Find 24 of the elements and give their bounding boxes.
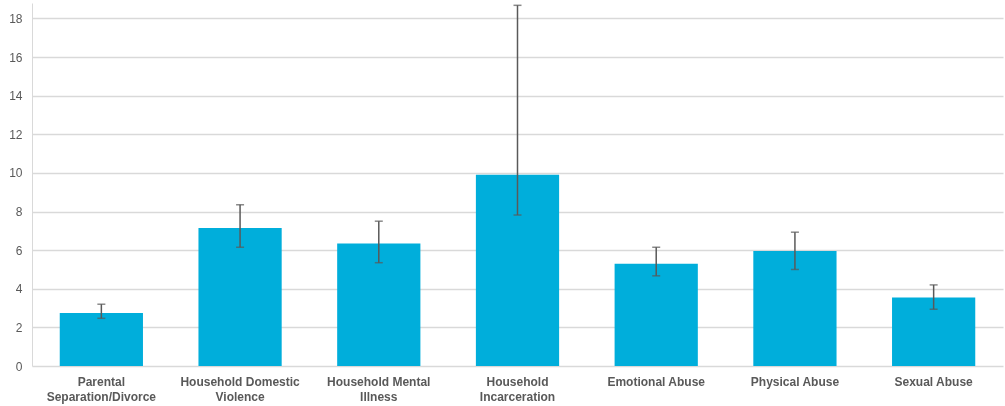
y-tick-label: 16 <box>9 50 23 65</box>
bar <box>198 227 282 366</box>
x-tick-label: Physical Abuse <box>750 374 840 389</box>
x-tick-label: Household Mental Illness <box>327 374 431 404</box>
bar <box>614 263 698 366</box>
y-tick-label: 8 <box>15 205 23 220</box>
y-tick-label: 12 <box>9 127 23 142</box>
y-tick-label: 2 <box>15 320 23 335</box>
x-tick-label: Household Incarceration <box>479 374 556 404</box>
y-tick-label: 10 <box>9 166 23 181</box>
x-tick-label: Parental Separation/Divorce <box>46 374 157 404</box>
y-tick-label: 0 <box>15 359 23 374</box>
bar <box>475 174 560 366</box>
y-tick-label: 4 <box>15 282 23 297</box>
x-tick-label: Emotional Abuse <box>607 374 706 389</box>
y-tick-label: 18 <box>9 11 23 26</box>
bar <box>753 251 837 366</box>
y-tick-label: 14 <box>9 89 23 104</box>
y-tick-label: 6 <box>15 243 23 258</box>
bar <box>59 312 143 366</box>
bar <box>892 297 976 366</box>
x-tick-label: Sexual Abuse <box>894 374 974 389</box>
bar <box>337 243 421 366</box>
x-tick-label: Household Domestic Violence <box>180 374 301 404</box>
